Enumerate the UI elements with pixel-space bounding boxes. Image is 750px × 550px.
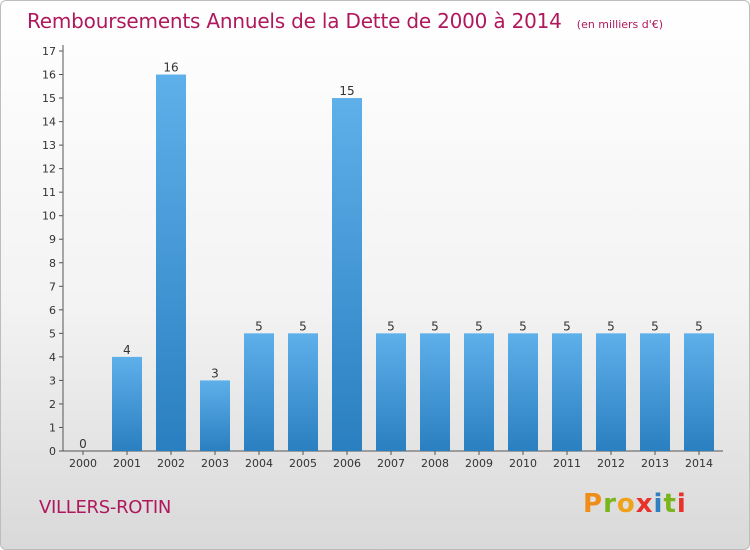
data-label: 5 bbox=[607, 319, 615, 333]
y-tick-label: 5 bbox=[49, 327, 56, 340]
bar-2006 bbox=[332, 98, 362, 451]
x-tick-label: 2009 bbox=[465, 457, 493, 470]
x-tick-label: 2007 bbox=[377, 457, 405, 470]
data-label: 4 bbox=[123, 343, 131, 357]
logo-letter: x bbox=[635, 489, 654, 519]
x-tick-label: 2014 bbox=[685, 457, 713, 470]
data-label: 0 bbox=[79, 437, 87, 451]
x-tick-label: 2010 bbox=[509, 457, 537, 470]
bar-2007 bbox=[376, 333, 406, 451]
x-tick-label: 2011 bbox=[553, 457, 581, 470]
bar-2012 bbox=[596, 333, 626, 451]
town-name: VILLERS-ROTIN bbox=[39, 497, 172, 518]
data-label: 3 bbox=[211, 366, 219, 380]
logo-letter: o bbox=[616, 489, 636, 519]
y-tick-label: 12 bbox=[42, 163, 56, 176]
bar-2008 bbox=[420, 333, 450, 451]
bar-2010 bbox=[508, 333, 538, 451]
y-tick-label: 7 bbox=[49, 280, 56, 293]
data-label: 5 bbox=[651, 319, 659, 333]
logo-letter: r bbox=[603, 489, 617, 519]
y-tick-label: 3 bbox=[49, 374, 56, 387]
data-label: 5 bbox=[519, 319, 527, 333]
bar-2009 bbox=[464, 333, 494, 451]
bar-2003 bbox=[200, 380, 230, 451]
bar-2011 bbox=[552, 333, 582, 451]
y-tick-label: 0 bbox=[49, 445, 56, 458]
data-label: 15 bbox=[339, 84, 354, 98]
bar-2014 bbox=[684, 333, 714, 451]
y-tick-label: 16 bbox=[42, 69, 56, 82]
logo-letter: P bbox=[583, 489, 604, 519]
y-tick-label: 6 bbox=[49, 304, 56, 317]
y-tick-label: 13 bbox=[42, 139, 56, 152]
chart-subtitle: (en milliers d'€) bbox=[576, 18, 664, 31]
x-tick-label: 2008 bbox=[421, 457, 449, 470]
data-label: 5 bbox=[255, 319, 263, 333]
bar-2004 bbox=[244, 333, 274, 451]
y-tick-label: 14 bbox=[42, 116, 56, 129]
x-tick-label: 2013 bbox=[641, 457, 669, 470]
logo-letter: t bbox=[663, 489, 677, 519]
chart-header: Remboursements Annuels de la Dette de 20… bbox=[27, 9, 663, 33]
bar-2002 bbox=[156, 74, 186, 451]
proxiti-logo[interactable]: Proxiti bbox=[583, 489, 687, 519]
x-tick-label: 2001 bbox=[113, 457, 141, 470]
x-tick-label: 2012 bbox=[597, 457, 625, 470]
x-tick-label: 2005 bbox=[289, 457, 317, 470]
y-tick-label: 17 bbox=[42, 45, 56, 58]
y-tick-label: 4 bbox=[49, 351, 56, 364]
y-tick-label: 9 bbox=[49, 233, 56, 246]
bar-2013 bbox=[640, 333, 670, 451]
data-label: 5 bbox=[475, 319, 483, 333]
data-label: 5 bbox=[387, 319, 395, 333]
bar-2005 bbox=[288, 333, 318, 451]
x-tick-label: 2000 bbox=[69, 457, 97, 470]
chart-title: Remboursements Annuels de la Dette de 20… bbox=[27, 9, 562, 33]
logo-letter: i bbox=[676, 489, 687, 519]
y-tick-label: 15 bbox=[42, 92, 56, 105]
y-tick-label: 10 bbox=[42, 210, 56, 223]
data-label: 16 bbox=[163, 61, 178, 75]
x-tick-label: 2006 bbox=[333, 457, 361, 470]
x-tick-label: 2004 bbox=[245, 457, 273, 470]
data-label: 5 bbox=[431, 319, 439, 333]
x-tick-label: 2003 bbox=[201, 457, 229, 470]
data-label: 5 bbox=[563, 319, 571, 333]
y-tick-label: 11 bbox=[42, 186, 56, 199]
x-tick-label: 2002 bbox=[157, 457, 185, 470]
y-tick-label: 1 bbox=[49, 421, 56, 434]
y-tick-label: 8 bbox=[49, 257, 56, 270]
bar-2001 bbox=[112, 356, 142, 451]
y-tick-label: 2 bbox=[49, 398, 56, 411]
chart-bars: 0 4 16 3 5 5 15 5 5 5 5 5 5 5 5 bbox=[79, 61, 714, 451]
logo-letter: i bbox=[653, 489, 664, 519]
data-label: 5 bbox=[695, 319, 703, 333]
data-label: 5 bbox=[299, 319, 307, 333]
